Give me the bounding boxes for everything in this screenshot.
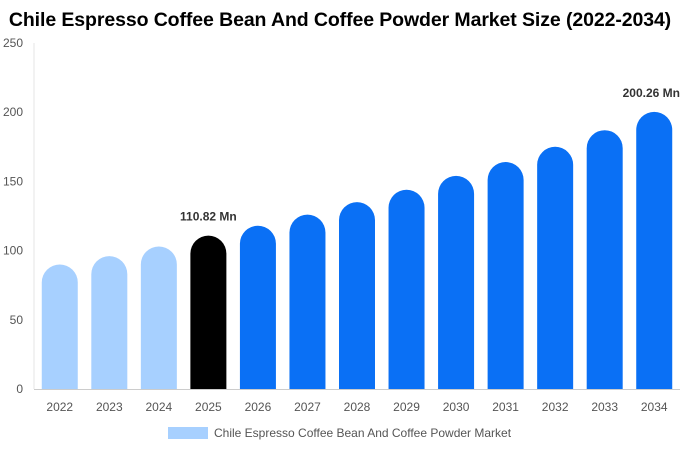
data-label: 200.26 Mn <box>623 86 680 100</box>
bar-2028 <box>339 202 375 389</box>
y-tick-label: 200 <box>3 105 23 119</box>
y-axis: 0 50 100 150 200 250 <box>3 36 35 396</box>
data-labels: 110.82 Mn 200.26 Mn <box>180 86 680 224</box>
bar-2024 <box>140 246 177 389</box>
plot-area <box>41 111 673 390</box>
y-tick-label: 250 <box>3 36 23 50</box>
bar-2034 <box>636 111 673 390</box>
x-tick-label: 2032 <box>542 400 569 414</box>
x-tick-label: 2033 <box>591 400 618 414</box>
x-tick-label: 2030 <box>443 400 470 414</box>
x-tick-label: 2024 <box>145 400 172 414</box>
y-tick-label: 50 <box>10 313 24 327</box>
bar-2031 <box>487 162 524 389</box>
bar-2025 <box>190 235 227 389</box>
bar-2023 <box>91 256 128 389</box>
legend-label: Chile Espresso Coffee Bean And Coffee Po… <box>214 426 512 440</box>
x-tick-label: 2034 <box>641 400 668 414</box>
x-tick-label: 2027 <box>294 400 321 414</box>
chart-title: Chile Espresso Coffee Bean And Coffee Po… <box>8 9 672 31</box>
x-tick-label: 2029 <box>393 400 420 414</box>
bar-2030 <box>438 175 475 389</box>
x-axis: 2022 2023 2024 2025 2026 2027 2028 2029 2030 2031… <box>34 389 680 414</box>
x-tick-label: 2023 <box>96 400 123 414</box>
x-tick-label: 2022 <box>46 400 73 414</box>
y-tick-label: 150 <box>3 174 23 188</box>
bar-2032 <box>537 146 574 389</box>
bar-2029 <box>388 189 425 389</box>
y-tick-label: 100 <box>3 244 23 258</box>
data-label: 110.82 Mn <box>180 210 237 224</box>
y-tick-label: 0 <box>16 382 23 396</box>
x-tick-label: 2028 <box>344 400 371 414</box>
bar-2027 <box>289 214 326 389</box>
bar-2022 <box>41 264 78 389</box>
x-tick-label: 2026 <box>245 400 272 414</box>
legend: Chile Espresso Coffee Bean And Coffee Po… <box>168 426 511 440</box>
x-tick-label: 2025 <box>195 400 222 414</box>
x-tick-label: 2031 <box>492 400 519 414</box>
bar-2026 <box>239 225 276 389</box>
legend-swatch <box>168 427 208 439</box>
bar-2033 <box>586 130 623 389</box>
